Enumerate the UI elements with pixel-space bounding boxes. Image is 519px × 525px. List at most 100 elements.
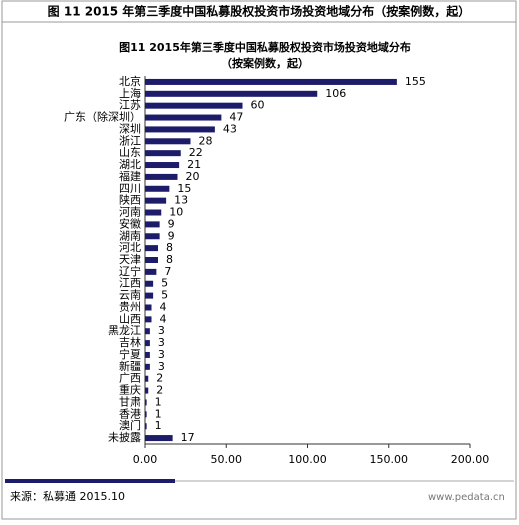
- y-tick-label: 重庆: [119, 383, 141, 397]
- y-tick-label: 辽宁: [119, 264, 141, 278]
- value-label: 1: [155, 407, 162, 420]
- bar: [145, 245, 158, 252]
- y-tick-label: 宁夏: [119, 347, 141, 361]
- y-tick-label: 广西: [119, 372, 141, 385]
- value-label: 8: [166, 253, 173, 266]
- value-label: 8: [166, 241, 173, 254]
- source: 来源：私募通 2015.10: [10, 489, 125, 503]
- y-tick-label: 吉林: [119, 335, 141, 349]
- y-tick-label: 四川: [119, 182, 141, 195]
- chart-subtitle: （按案例数，起）: [221, 56, 309, 70]
- bar: [145, 209, 162, 216]
- value-label: 1: [155, 395, 162, 408]
- bar: [145, 138, 191, 145]
- y-tick-label: 未披露: [108, 430, 141, 444]
- bar: [145, 185, 170, 192]
- bar: [145, 78, 397, 85]
- value-label: 7: [164, 265, 171, 278]
- bar: [145, 162, 180, 169]
- bar: [145, 173, 178, 180]
- value-label: 3: [158, 336, 165, 349]
- bar: [145, 268, 157, 275]
- value-label: 106: [325, 87, 346, 100]
- value-label: 2: [156, 384, 163, 397]
- y-tick-label: 江苏: [119, 99, 141, 112]
- y-tick-label: 云南: [119, 289, 141, 302]
- value-label: 2: [156, 372, 163, 385]
- value-label: 3: [158, 324, 165, 337]
- y-tick-label: 山西: [119, 312, 141, 325]
- bar: [145, 351, 150, 358]
- bar: [145, 411, 147, 418]
- value-label: 28: [199, 134, 213, 147]
- footer-bar: [5, 479, 175, 483]
- value-label: 3: [158, 360, 165, 373]
- value-label: 9: [168, 217, 175, 230]
- bar: [145, 150, 181, 157]
- bar: [145, 257, 158, 263]
- bar: [145, 197, 167, 204]
- y-tick-label: 浙江: [119, 134, 141, 147]
- y-tick-label: 澳门: [119, 418, 141, 432]
- value-label: 4: [160, 300, 167, 313]
- x-tick-label: 150.00: [370, 453, 409, 466]
- value-label: 9: [168, 229, 175, 242]
- value-label: 21: [187, 158, 201, 171]
- value-label: 155: [405, 75, 426, 88]
- bar: [145, 114, 222, 121]
- y-tick-label: 深圳: [119, 122, 141, 135]
- bar: [145, 387, 149, 394]
- y-tick-label: 河北: [119, 241, 141, 254]
- y-tick-label: 上海: [119, 86, 141, 100]
- value-label: 20: [186, 170, 200, 183]
- value-label: 47: [229, 111, 243, 124]
- bar: [145, 435, 173, 442]
- bar: [145, 233, 160, 240]
- bar: [145, 363, 150, 370]
- value-label: 10: [169, 206, 183, 219]
- value-label: 60: [251, 99, 265, 112]
- value-label: 5: [161, 277, 168, 290]
- bar: [145, 126, 215, 133]
- value-label: 13: [174, 194, 188, 207]
- y-tick-label: 广东（除深圳）: [64, 110, 141, 124]
- bar: [145, 340, 150, 347]
- x-tick-label: 50.00: [211, 453, 243, 466]
- x-tick-label: 100.00: [288, 453, 327, 466]
- y-tick-label: 陕西: [119, 193, 141, 207]
- value-label: 1: [155, 419, 162, 432]
- value-label: 22: [189, 146, 203, 159]
- y-tick-label: 北京: [119, 74, 141, 88]
- bar: [145, 316, 152, 323]
- value-label: 17: [181, 431, 195, 444]
- y-tick-label: 香港: [119, 407, 141, 420]
- watermark: www.pedata.cn: [428, 492, 505, 503]
- x-tick-label: 200.00: [451, 453, 490, 466]
- value-label: 4: [160, 312, 167, 325]
- bar: [145, 304, 152, 311]
- y-tick-label: 新疆: [119, 359, 141, 373]
- y-tick-label: 河南: [119, 206, 141, 219]
- value-label: 15: [177, 182, 191, 195]
- bar: [145, 292, 154, 299]
- value-label: 43: [223, 122, 237, 135]
- bar: [145, 328, 150, 335]
- x-tick-label: 0.00: [133, 453, 158, 466]
- y-tick-label: 甘肃: [119, 395, 141, 408]
- header: 图 11 2015 年第三季度中国私募股权投资市场投资地域分布（按案例数，起）: [48, 4, 471, 19]
- y-tick-label: 安徽: [119, 216, 141, 230]
- y-tick-label: 湖南: [119, 229, 141, 242]
- bar: [145, 102, 243, 109]
- y-tick-label: 江西: [119, 277, 141, 290]
- chart-title: 图11 2015年第三季度中国私募股权投资市场投资地域分布: [119, 40, 411, 54]
- value-label: 5: [161, 289, 168, 302]
- bar: [145, 280, 154, 287]
- bar: [145, 399, 147, 406]
- y-tick-label: 贵州: [119, 300, 141, 313]
- value-label: 3: [158, 348, 165, 361]
- bar: [145, 375, 149, 382]
- y-tick-label: 福建: [119, 169, 141, 183]
- y-tick-label: 山东: [119, 146, 141, 159]
